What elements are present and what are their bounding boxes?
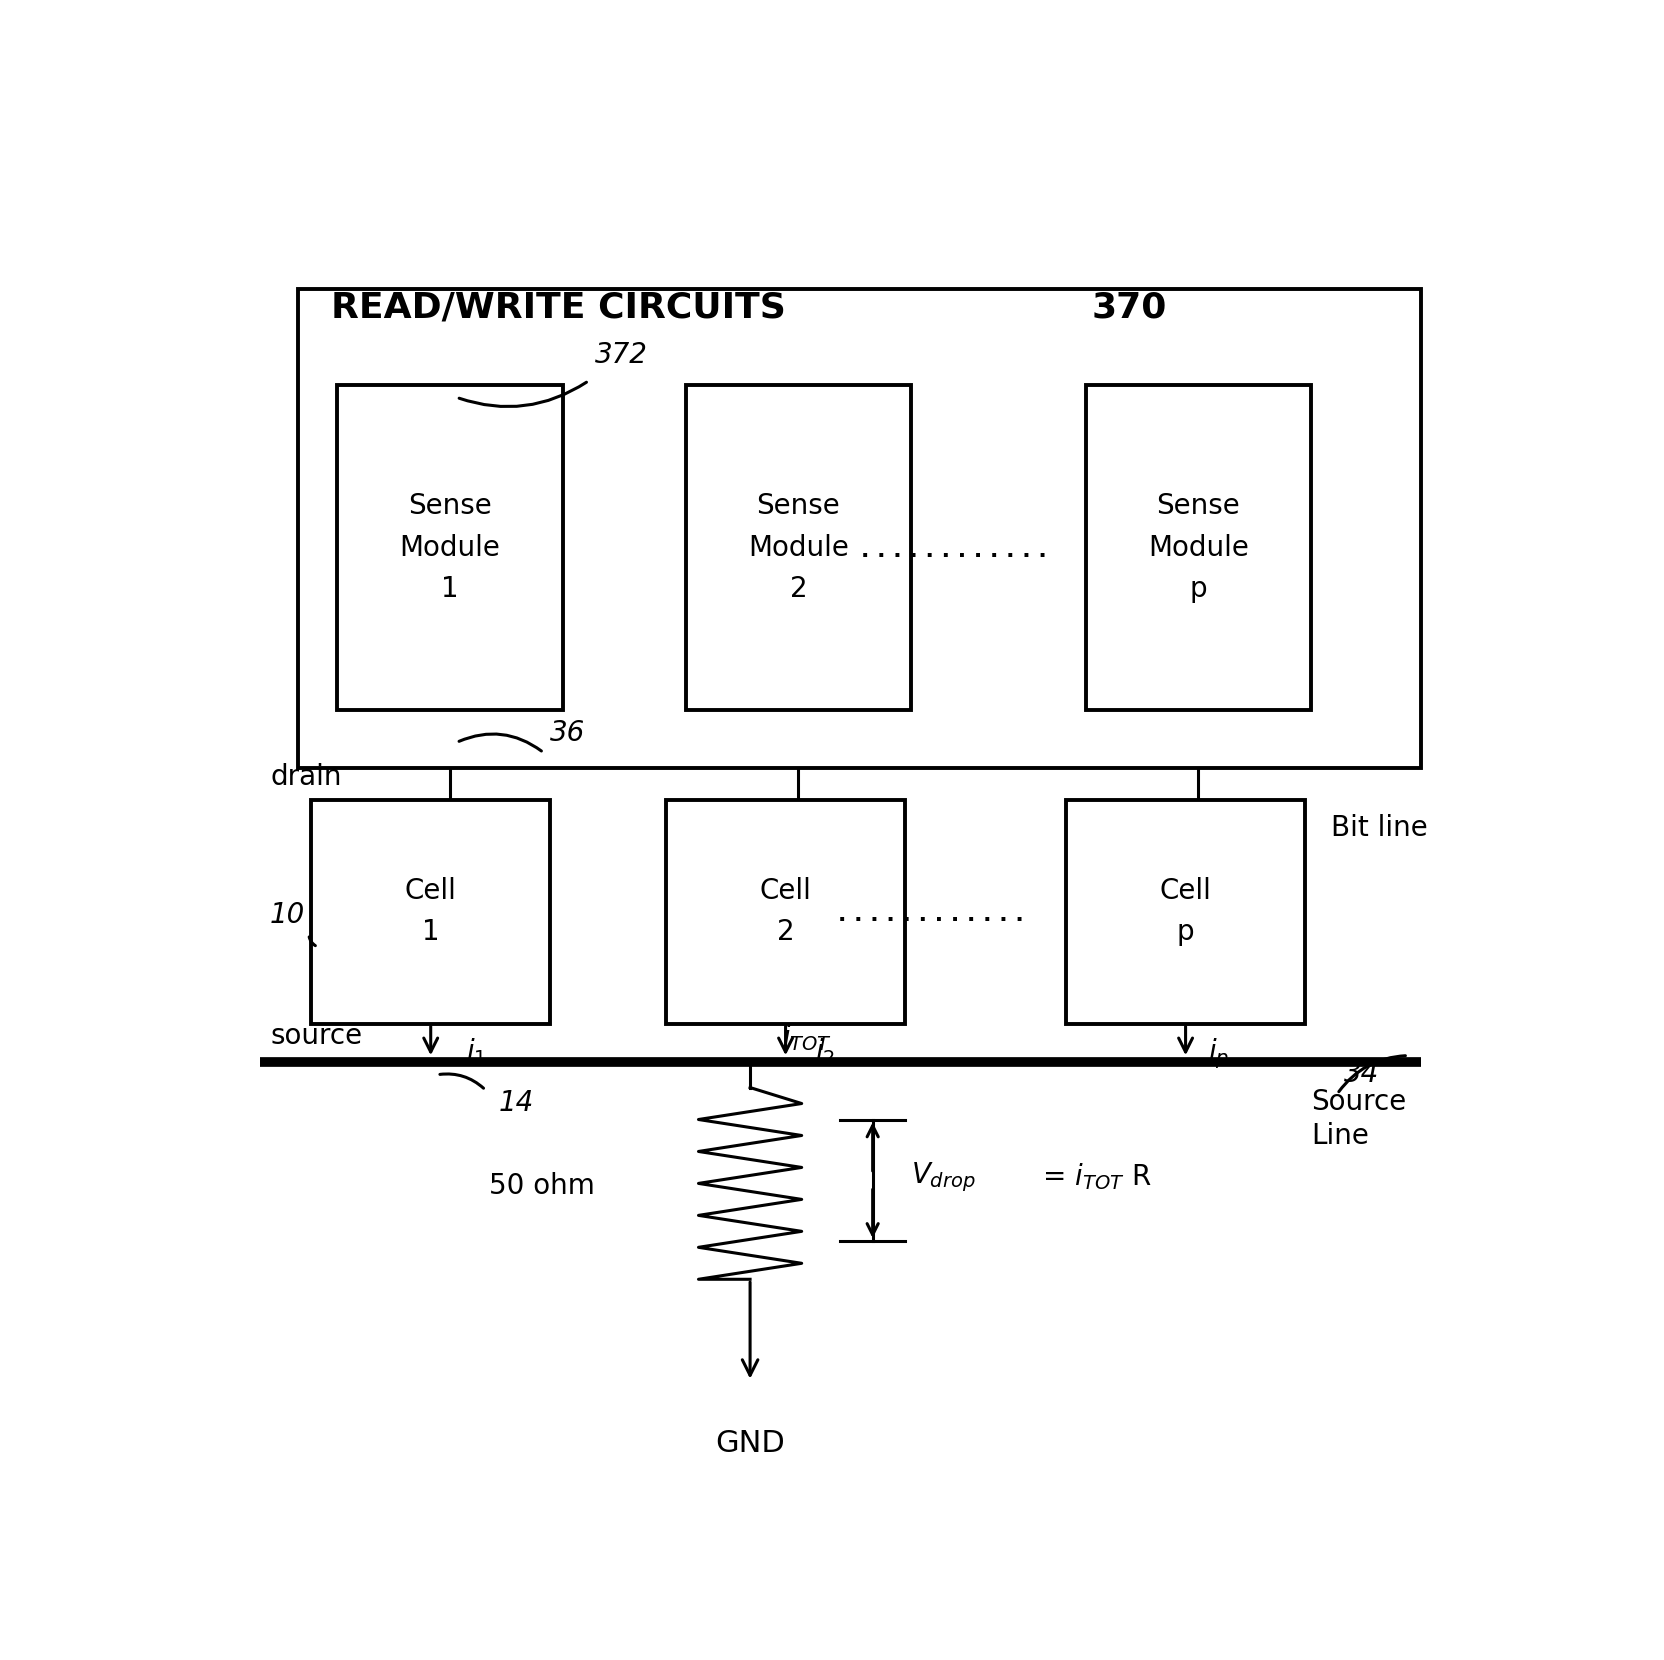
Text: 50 ohm: 50 ohm bbox=[489, 1172, 594, 1200]
Text: Cell
2: Cell 2 bbox=[759, 876, 810, 946]
Text: 34: 34 bbox=[1343, 1059, 1378, 1087]
Bar bbox=[1085, 385, 1311, 710]
Bar bbox=[336, 385, 562, 710]
Text: $i_1$: $i_1$ bbox=[466, 1036, 486, 1067]
Text: $V_{drop}$: $V_{drop}$ bbox=[910, 1160, 975, 1194]
Text: $i_p$: $i_p$ bbox=[1208, 1036, 1228, 1071]
Bar bbox=[666, 800, 905, 1024]
Text: 10: 10 bbox=[270, 901, 305, 930]
Bar bbox=[1065, 800, 1305, 1024]
Text: Cell
1: Cell 1 bbox=[404, 876, 456, 946]
Text: = $i_{TOT}$ R: = $i_{TOT}$ R bbox=[1033, 1162, 1151, 1192]
Text: READ/WRITE CIRCUITS: READ/WRITE CIRCUITS bbox=[331, 290, 797, 325]
Text: Sense
Module
2: Sense Module 2 bbox=[747, 493, 849, 603]
Text: 36: 36 bbox=[549, 719, 586, 747]
Text: GND: GND bbox=[716, 1429, 784, 1457]
Bar bbox=[298, 289, 1419, 769]
Text: Cell
p: Cell p bbox=[1158, 876, 1211, 946]
Text: Sense
Module
p: Sense Module p bbox=[1148, 493, 1248, 603]
Bar bbox=[311, 800, 549, 1024]
Text: $i_2$: $i_2$ bbox=[814, 1036, 834, 1067]
Text: 370: 370 bbox=[1092, 290, 1166, 325]
Text: . . . . . . . . . . . .: . . . . . . . . . . . . bbox=[860, 541, 1047, 561]
Text: Sense
Module
1: Sense Module 1 bbox=[399, 493, 501, 603]
Text: $i_{TOT}$: $i_{TOT}$ bbox=[782, 1023, 832, 1052]
Text: 14: 14 bbox=[498, 1089, 534, 1117]
Text: drain: drain bbox=[270, 764, 341, 790]
Text: . . . . . . . . . . . .: . . . . . . . . . . . . bbox=[837, 905, 1023, 925]
Bar bbox=[686, 385, 910, 710]
Text: Bit line: Bit line bbox=[1330, 813, 1426, 842]
Text: source: source bbox=[270, 1023, 363, 1051]
Text: Source
Line: Source Line bbox=[1311, 1087, 1406, 1150]
Text: 372: 372 bbox=[594, 342, 647, 369]
